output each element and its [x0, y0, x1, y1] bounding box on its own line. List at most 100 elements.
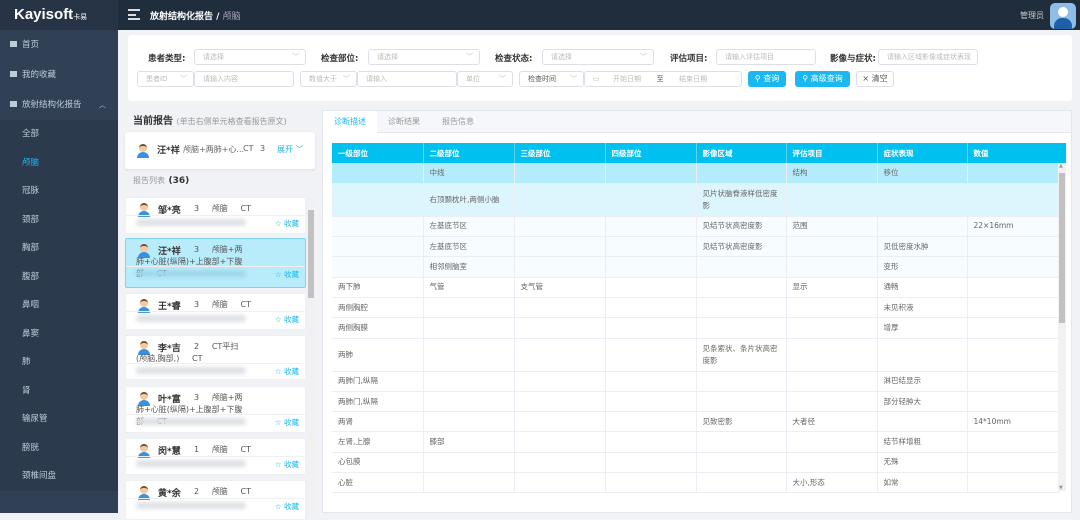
table-cell[interactable]: [786, 256, 878, 278]
table-cell[interactable]: 膝部: [423, 431, 515, 453]
table-cell[interactable]: [786, 236, 878, 258]
report-list-item[interactable]: 王*睿 3 颅脑 CT ☆ 收藏: [125, 293, 306, 330]
table-cell[interactable]: [423, 391, 515, 413]
table-cell[interactable]: [605, 452, 697, 474]
table-cell[interactable]: [605, 236, 697, 258]
sidebar-item-structured-report[interactable]: 放射结构化报告 ︿: [0, 90, 118, 120]
table-cell[interactable]: [605, 277, 697, 298]
avatar[interactable]: [1050, 3, 1076, 29]
table-cell[interactable]: [877, 216, 968, 238]
table-row[interactable]: 两肾 见致密影 大者径 14*10mm: [332, 411, 1059, 433]
table-cell[interactable]: 显示: [786, 277, 878, 298]
table-cell[interactable]: 大者径: [786, 411, 878, 433]
table-cell[interactable]: [967, 183, 1059, 217]
table-row[interactable]: 左基底节区 见结节状高密度影 范围 22×16mm: [332, 216, 1059, 238]
table-cell[interactable]: [605, 431, 697, 453]
table-cell[interactable]: [786, 317, 878, 339]
table-cell[interactable]: [696, 297, 787, 319]
report-list-item[interactable]: 邹*亮 3 颅脑 CT ☆ 收藏: [125, 197, 306, 234]
table-cell[interactable]: [967, 338, 1059, 372]
table-cell[interactable]: 心包膜: [332, 452, 424, 474]
table-cell[interactable]: [967, 391, 1059, 413]
table-cell[interactable]: [967, 317, 1059, 339]
eval-item-input[interactable]: 请输入评估项目: [716, 49, 816, 65]
table-cell[interactable]: 22×16mm: [967, 216, 1059, 238]
id-input[interactable]: 请输入内容: [194, 71, 294, 87]
table-cell[interactable]: [423, 317, 515, 339]
sidebar-subitem[interactable]: 输尿管: [0, 405, 118, 434]
favorite-button[interactable]: ☆ 收藏: [274, 502, 299, 511]
table-row[interactable]: 两肺门,纵隔 淋巴结显示: [332, 371, 1059, 392]
table-row[interactable]: 心包膜 无殊: [332, 452, 1059, 474]
number-input[interactable]: 请输入: [357, 71, 457, 87]
sidebar-subitem[interactable]: 腹部: [0, 262, 118, 291]
sidebar-subitem[interactable]: 全部: [0, 120, 118, 149]
table-cell[interactable]: 无殊: [877, 452, 968, 474]
table-cell[interactable]: [786, 183, 878, 217]
table-cell[interactable]: [514, 183, 606, 217]
table-cell[interactable]: 两肾: [332, 411, 424, 433]
table-cell[interactable]: 两侧胸腔: [332, 297, 424, 319]
table-cell[interactable]: [696, 472, 787, 494]
table-cell[interactable]: [332, 216, 424, 238]
table-cell[interactable]: 左基底节区: [423, 236, 515, 258]
table-cell[interactable]: [514, 216, 606, 238]
time-type-select[interactable]: 检查时间 ﹀: [519, 71, 584, 87]
table-cell[interactable]: [423, 371, 515, 392]
table-cell[interactable]: 14*10mm: [967, 411, 1059, 433]
table-row[interactable]: 两侧胸腔 未见积液: [332, 297, 1059, 319]
table-cell[interactable]: [514, 317, 606, 339]
table-cell[interactable]: [332, 183, 424, 217]
table-cell[interactable]: 心脏: [332, 472, 424, 494]
table-cell[interactable]: 移位: [877, 163, 968, 184]
sidebar-subitem[interactable]: 颅脑: [0, 148, 118, 177]
table-cell[interactable]: [514, 338, 606, 372]
table-cell[interactable]: [877, 338, 968, 372]
table-cell[interactable]: 范围: [786, 216, 878, 238]
table-cell[interactable]: [605, 338, 697, 372]
table-cell[interactable]: [967, 236, 1059, 258]
sidebar-subitem[interactable]: 肺: [0, 348, 118, 377]
table-row[interactable]: 左基底节区 见结节状高密度影 见低密度水肿: [332, 236, 1059, 258]
table-cell[interactable]: 相邻侧脑室: [423, 256, 515, 278]
report-list-item[interactable]: 闵*慧 1 颅脑 CT ☆ 收藏: [125, 438, 306, 475]
table-cell[interactable]: 见致密影: [696, 411, 787, 433]
table-row[interactable]: 相邻侧脑室 变形: [332, 256, 1059, 278]
table-cell[interactable]: [786, 297, 878, 319]
tab-diagnosis-result[interactable]: 诊断结果: [388, 117, 420, 126]
favorite-button[interactable]: ☆ 收藏: [274, 270, 299, 279]
sidebar-item-home[interactable]: 首页: [0, 30, 118, 60]
favorite-button[interactable]: ☆ 收藏: [274, 460, 299, 469]
table-cell[interactable]: 结节样增粗: [877, 431, 968, 453]
table-cell[interactable]: [605, 216, 697, 238]
table-cell[interactable]: [514, 431, 606, 453]
table-row[interactable]: 两侧胸膜 增厚: [332, 317, 1059, 339]
expand-button[interactable]: 展开 ﹀: [277, 145, 304, 154]
table-cell[interactable]: [514, 371, 606, 392]
table-cell[interactable]: 见条索状、条片状高密度影: [696, 338, 787, 372]
sidebar-subitem[interactable]: 颈椎间盘: [0, 462, 118, 491]
table-cell[interactable]: [696, 452, 787, 474]
table-cell[interactable]: [514, 411, 606, 433]
sidebar-subitem[interactable]: 肾: [0, 376, 118, 405]
table-cell[interactable]: [605, 183, 697, 217]
table-cell[interactable]: [967, 371, 1059, 392]
report-list-item[interactable]: 汪*祥 3 颅脑+两肺+心脏(纵隔)+上腹部+下腹部 CT ☆ 收藏: [125, 238, 306, 288]
favorite-button[interactable]: ☆ 收藏: [274, 315, 299, 324]
table-cell[interactable]: 见结节状高密度影: [696, 216, 787, 238]
table-row[interactable]: 中线 结构 移位: [332, 163, 1059, 184]
search-button[interactable]: ⚲ 查询: [748, 71, 786, 87]
table-cell[interactable]: [967, 431, 1059, 453]
id-type-select[interactable]: 患者ID ﹀: [137, 71, 194, 87]
table-cell[interactable]: [514, 163, 606, 184]
table-cell[interactable]: [423, 411, 515, 433]
table-cell[interactable]: [605, 163, 697, 184]
table-cell[interactable]: [696, 371, 787, 392]
table-cell[interactable]: [332, 236, 424, 258]
table-cell[interactable]: 见结节状高密度影: [696, 236, 787, 258]
table-row[interactable]: 两下肺 气管 支气管 显示 通畅: [332, 277, 1059, 298]
table-cell[interactable]: [605, 472, 697, 494]
table-cell[interactable]: [605, 391, 697, 413]
table-cell[interactable]: [786, 452, 878, 474]
table-row[interactable]: 心脏 大小,形态 如常: [332, 472, 1059, 494]
